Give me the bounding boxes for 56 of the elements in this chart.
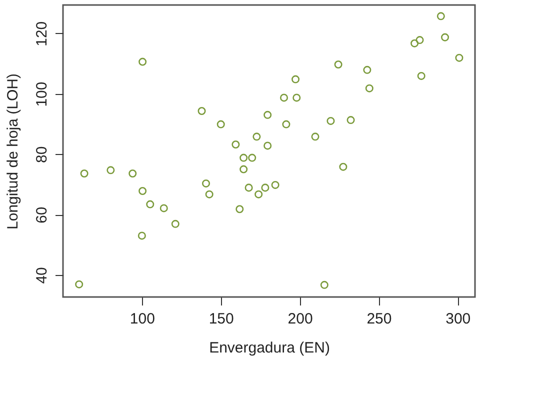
- point: [280, 94, 288, 102]
- point: [363, 66, 372, 74]
- point: [455, 54, 464, 62]
- y-tick-label: 80: [34, 146, 50, 164]
- point: [264, 142, 272, 150]
- y-tick-label: 100: [34, 82, 50, 107]
- point: [264, 110, 272, 119]
- point: [417, 72, 426, 80]
- point: [292, 75, 300, 84]
- point: [436, 12, 445, 20]
- point: [244, 184, 253, 192]
- y-tick-label: 120: [34, 21, 50, 46]
- point: [138, 232, 146, 240]
- point: [271, 180, 280, 189]
- x-tick-label: 150: [208, 310, 234, 328]
- point: [232, 140, 240, 149]
- x-tick-label: 250: [366, 310, 392, 328]
- x-tick-label: 300: [446, 310, 471, 328]
- point: [252, 132, 261, 141]
- y-tick-label: 40: [34, 267, 50, 284]
- point: [410, 39, 419, 48]
- x-axis-title: Envergadura (EN): [209, 340, 330, 356]
- point: [80, 170, 88, 178]
- point: [171, 220, 180, 228]
- point: [416, 36, 424, 44]
- point: [326, 116, 335, 125]
- point: [248, 154, 256, 162]
- point: [216, 120, 225, 128]
- point: [254, 190, 263, 198]
- point: [292, 94, 301, 102]
- point: [261, 184, 270, 192]
- point: [205, 190, 214, 198]
- point: [339, 162, 348, 171]
- point: [320, 280, 328, 289]
- point: [198, 106, 206, 115]
- y-tick-label: 60: [34, 206, 50, 224]
- point: [236, 205, 244, 214]
- point: [75, 280, 84, 288]
- point: [334, 60, 342, 68]
- x-tick-label: 100: [130, 310, 155, 328]
- point: [441, 33, 450, 42]
- x-tick-label: 200: [288, 310, 313, 328]
- point: [240, 165, 248, 174]
- point: [240, 154, 248, 162]
- point: [128, 170, 137, 178]
- point: [282, 120, 290, 128]
- point: [202, 179, 210, 188]
- point: [146, 200, 154, 208]
- point: [311, 132, 320, 141]
- point: [138, 58, 147, 66]
- point: [106, 166, 115, 174]
- point: [365, 84, 374, 92]
- point: [138, 187, 147, 196]
- y-axis-title: Longitud de hoja (LOH): [4, 74, 22, 230]
- point: [160, 204, 168, 212]
- point: [346, 116, 355, 124]
